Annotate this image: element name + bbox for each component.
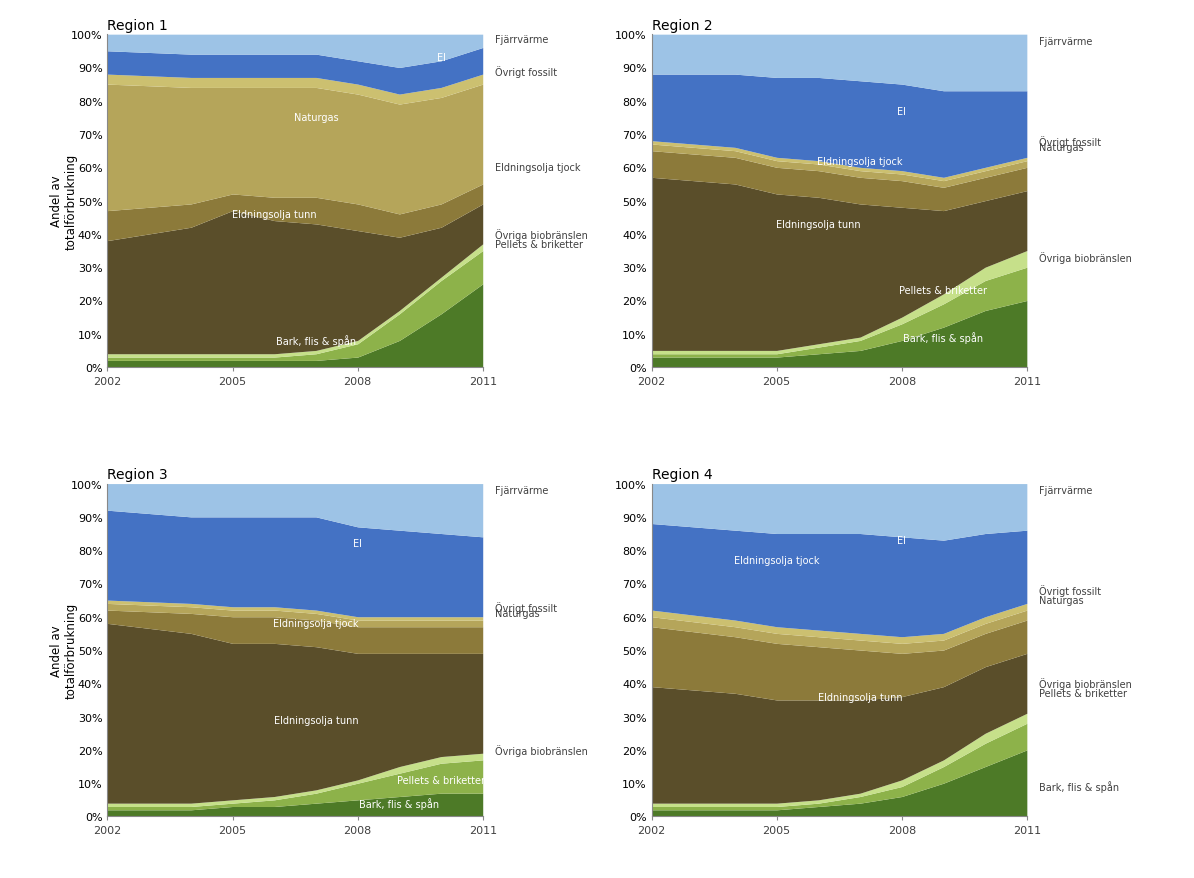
Text: Region 3: Region 3 (107, 467, 168, 481)
Y-axis label: Andel av
totalförbrukning: Andel av totalförbrukning (50, 602, 78, 698)
Text: El: El (898, 106, 906, 117)
Text: Övrigt fossilt: Övrigt fossilt (1039, 585, 1102, 596)
Text: Eldningsolja tjock: Eldningsolja tjock (734, 556, 819, 565)
Text: El: El (898, 536, 906, 545)
Text: Pellets & briketter: Pellets & briketter (496, 240, 583, 249)
Text: Bark, flis & spån: Bark, flis & spån (276, 335, 356, 347)
Text: Eldningsolja tunn: Eldningsolja tunn (273, 715, 358, 725)
Text: Fjärrvärme: Fjärrvärme (1039, 486, 1093, 496)
Text: Fjärrvärme: Fjärrvärme (496, 35, 548, 45)
Text: Region 2: Region 2 (652, 18, 712, 32)
Text: Naturgas: Naturgas (1039, 143, 1084, 153)
Text: Eldningsolja tjock: Eldningsolja tjock (273, 619, 358, 629)
Text: Fjärrvärme: Fjärrvärme (1039, 37, 1093, 47)
Text: Naturgas: Naturgas (294, 113, 338, 123)
Text: Övriga biobränslen: Övriga biobränslen (1039, 678, 1132, 689)
Text: Eldningsolja tunn: Eldningsolja tunn (818, 692, 903, 702)
Text: Region 1: Region 1 (107, 18, 168, 32)
Text: El: El (437, 54, 445, 63)
Text: Övrigt fossilt: Övrigt fossilt (496, 66, 558, 77)
Y-axis label: Andel av
totalförbrukning: Andel av totalförbrukning (50, 154, 78, 249)
Text: Bark, flis & spån: Bark, flis & spån (904, 332, 984, 343)
Text: Fjärrvärme: Fjärrvärme (496, 486, 548, 496)
Text: Region 4: Region 4 (652, 467, 712, 481)
Text: Övrigt fossilt: Övrigt fossilt (1039, 135, 1102, 148)
Text: Pellets & briketter: Pellets & briketter (899, 286, 987, 296)
Text: Eldningsolja tjock: Eldningsolja tjock (818, 156, 903, 167)
Text: Övriga biobränslen: Övriga biobränslen (1039, 252, 1132, 264)
Text: Naturgas: Naturgas (496, 608, 540, 619)
Text: Övriga biobränslen: Övriga biobränslen (496, 228, 589, 241)
Text: El: El (353, 539, 362, 549)
Text: Övrigt fossilt: Övrigt fossilt (496, 601, 558, 613)
Text: Naturgas: Naturgas (1039, 595, 1084, 606)
Text: Övriga biobränslen: Övriga biobränslen (496, 744, 589, 756)
Text: Eldningsolja tunn: Eldningsolja tunn (776, 220, 861, 230)
Text: Pellets & briketter: Pellets & briketter (398, 775, 485, 785)
Text: Pellets & briketter: Pellets & briketter (1039, 688, 1127, 699)
Text: Bark, flis & spån: Bark, flis & spån (1039, 781, 1120, 793)
Text: Eldningsolja tjock: Eldningsolja tjock (496, 163, 580, 173)
Text: Bark, flis & spån: Bark, flis & spån (359, 797, 439, 810)
Text: Eldningsolja tunn: Eldningsolja tunn (232, 210, 316, 220)
